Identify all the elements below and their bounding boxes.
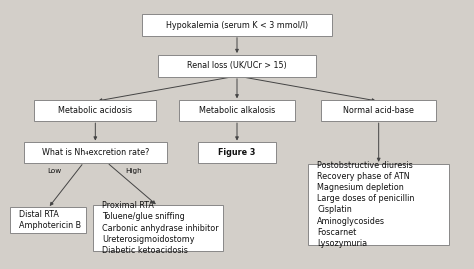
Text: Low: Low — [47, 168, 62, 174]
Text: Hypokalemia (serum K < 3 mmol/l): Hypokalemia (serum K < 3 mmol/l) — [166, 21, 308, 30]
FancyBboxPatch shape — [10, 207, 86, 233]
FancyBboxPatch shape — [308, 164, 449, 245]
FancyBboxPatch shape — [179, 100, 295, 121]
FancyBboxPatch shape — [321, 100, 436, 121]
FancyBboxPatch shape — [24, 142, 167, 164]
Text: Normal acid-base: Normal acid-base — [343, 106, 414, 115]
Text: What is Nh₄excretion rate?: What is Nh₄excretion rate? — [42, 148, 149, 157]
Text: Distal RTA
Amphotericin B: Distal RTA Amphotericin B — [19, 210, 81, 230]
FancyBboxPatch shape — [158, 55, 316, 77]
FancyBboxPatch shape — [142, 14, 332, 36]
Text: High: High — [126, 168, 142, 174]
Text: Metabolic acidosis: Metabolic acidosis — [58, 106, 132, 115]
FancyBboxPatch shape — [34, 100, 156, 121]
Text: Proximal RTA
Toluene/glue sniffing
Carbonic anhydrase inhibitor
Ureterosigmoidos: Proximal RTA Toluene/glue sniffing Carbo… — [102, 201, 219, 255]
Text: Figure 3: Figure 3 — [219, 148, 255, 157]
Text: Postobstructive diuresis
Recovery phase of ATN
Magnesium depletion
Large doses o: Postobstructive diuresis Recovery phase … — [317, 161, 414, 248]
Text: Metabolic alkalosis: Metabolic alkalosis — [199, 106, 275, 115]
Text: Renal loss (UK/UCr > 15): Renal loss (UK/UCr > 15) — [187, 61, 287, 70]
FancyBboxPatch shape — [198, 142, 276, 164]
FancyBboxPatch shape — [93, 205, 223, 251]
